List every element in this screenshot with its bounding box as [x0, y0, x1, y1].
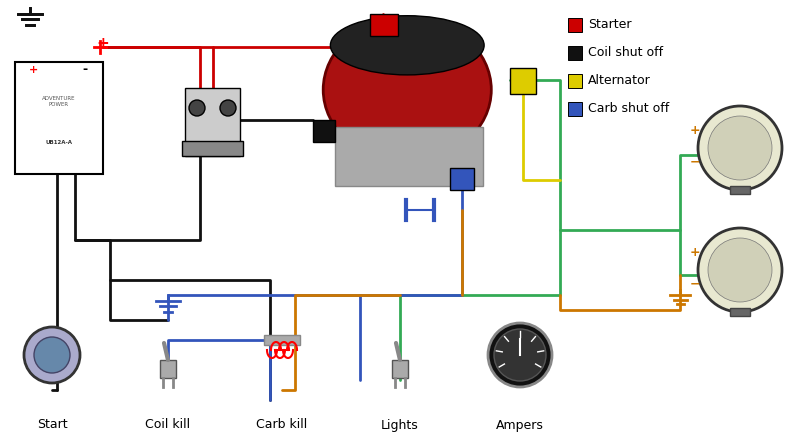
Text: Alternator: Alternator — [588, 74, 650, 88]
Text: Lights: Lights — [381, 418, 419, 431]
Bar — [568, 102, 582, 116]
Text: +: + — [690, 124, 700, 137]
Text: +: + — [28, 65, 38, 75]
Text: UB12A-A: UB12A-A — [46, 140, 73, 145]
Text: Carb shut off: Carb shut off — [588, 102, 670, 116]
Bar — [182, 141, 243, 156]
Circle shape — [488, 323, 552, 387]
Bar — [313, 120, 335, 142]
Text: Start: Start — [37, 418, 67, 431]
Bar — [510, 68, 536, 94]
Circle shape — [220, 100, 236, 116]
Bar — [370, 14, 398, 36]
Text: Starter: Starter — [588, 18, 631, 32]
Circle shape — [698, 228, 782, 312]
Bar — [568, 74, 582, 88]
Text: Carb kill: Carb kill — [256, 418, 308, 431]
Bar — [264, 335, 300, 345]
Circle shape — [24, 327, 80, 383]
Text: Coil shut off: Coil shut off — [588, 46, 663, 60]
Bar — [392, 360, 408, 378]
Bar — [450, 168, 474, 190]
Bar — [160, 360, 176, 378]
Circle shape — [189, 100, 205, 116]
Bar — [568, 46, 582, 60]
Text: −: − — [690, 155, 700, 169]
Bar — [568, 18, 582, 32]
Text: +: + — [690, 246, 700, 258]
Circle shape — [494, 329, 546, 381]
Circle shape — [698, 106, 782, 190]
Text: −: − — [690, 278, 700, 290]
Bar — [15, 62, 103, 174]
Text: -: - — [82, 64, 87, 77]
Text: Coil kill: Coil kill — [146, 418, 190, 431]
Text: +: + — [97, 36, 110, 52]
Circle shape — [708, 238, 772, 302]
Bar — [335, 127, 482, 186]
Bar — [730, 186, 750, 194]
Circle shape — [34, 337, 70, 373]
Circle shape — [708, 116, 772, 180]
Ellipse shape — [323, 18, 491, 162]
Ellipse shape — [330, 16, 484, 75]
Bar — [730, 308, 750, 316]
Bar — [185, 88, 240, 156]
Text: Ampers: Ampers — [496, 418, 544, 431]
Text: ADVENTURE
POWER: ADVENTURE POWER — [42, 96, 76, 106]
